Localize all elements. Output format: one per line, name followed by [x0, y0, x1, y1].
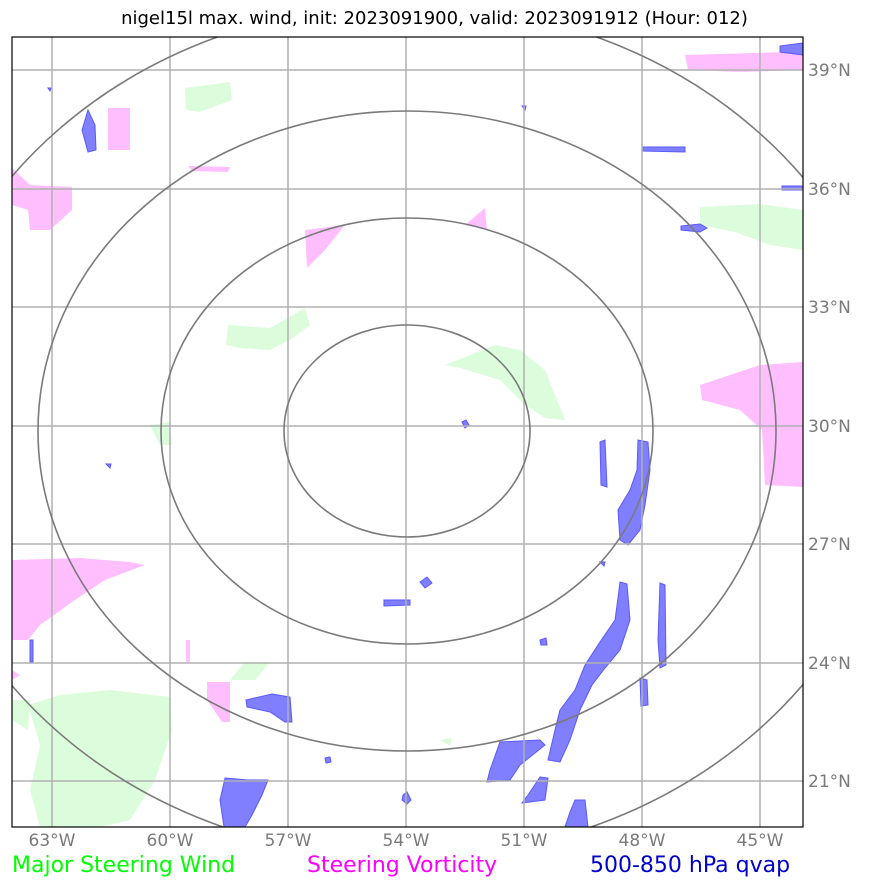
lat-label: 21°N	[808, 772, 851, 792]
lon-label: 57°W	[265, 831, 312, 851]
range-ring-1	[283, 324, 531, 538]
lat-label: 24°N	[808, 654, 851, 674]
lat-label: 36°N	[808, 180, 851, 200]
lon-label: 54°W	[383, 831, 430, 851]
range-rings	[12, 37, 803, 827]
lat-label: 30°N	[808, 417, 851, 437]
lon-label: 45°W	[737, 831, 784, 851]
legend-steering-vorticity: Steering Vorticity	[307, 853, 498, 878]
lon-label: 51°W	[501, 831, 548, 851]
latitude-labels: 39°N 36°N 33°N 30°N 27°N 24°N 21°N	[808, 61, 851, 792]
range-ring-2	[160, 217, 654, 645]
lat-label: 27°N	[808, 535, 851, 555]
lat-label: 33°N	[808, 298, 851, 318]
map-title: nigel15l max. wind, init: 2023091900, va…	[121, 8, 748, 29]
steering-wind-areas	[12, 82, 803, 827]
plot-frame	[11, 36, 804, 828]
lon-label: 60°W	[147, 831, 194, 851]
steering-vorticity-areas	[12, 48, 803, 722]
graticule	[12, 37, 803, 827]
legend-steering-wind: Major Steering Wind	[12, 853, 236, 878]
range-ring-3	[37, 110, 777, 752]
longitude-labels: 63°W 60°W 57°W 54°W 51°W 48°W 45°W	[29, 831, 784, 851]
lat-label: 39°N	[808, 61, 851, 81]
legend-qvap: 500-850 hPa qvap	[590, 853, 791, 878]
qvap-areas	[29, 42, 803, 827]
lon-label: 63°W	[29, 831, 76, 851]
lon-label: 48°W	[619, 831, 666, 851]
